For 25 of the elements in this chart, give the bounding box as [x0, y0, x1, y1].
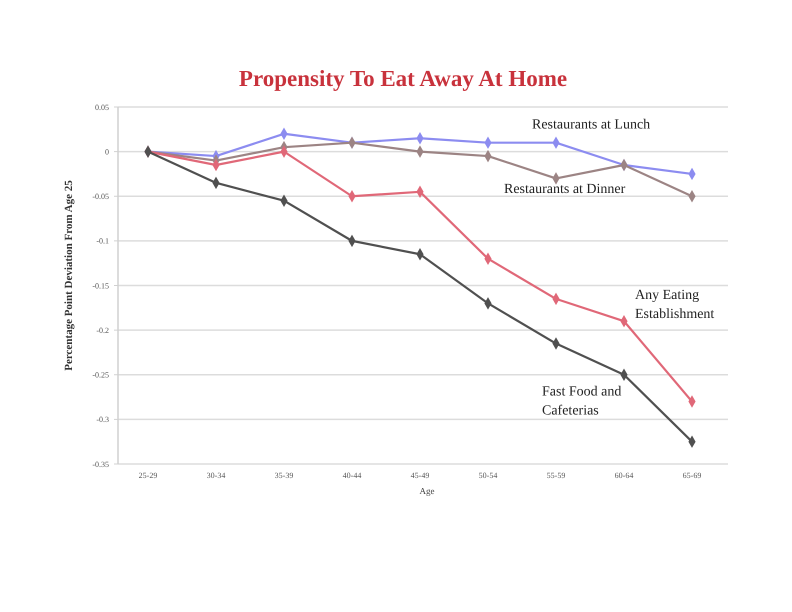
series-label: Restaurants at Dinner [504, 182, 626, 198]
y-tick-label: -0.15 [92, 281, 109, 290]
x-tick-label: 60-64 [614, 470, 634, 480]
chart-title: Propensity To Eat Away At Home [238, 66, 568, 91]
x-tick-label: 50-54 [478, 470, 498, 480]
x-tick-label: 30-34 [206, 470, 226, 480]
x-tick-label: 55-59 [546, 470, 566, 480]
series-label: Fast Food and Cafeterias [542, 384, 622, 419]
x-tick-label: 40-44 [342, 470, 362, 480]
y-tick-label: 0 [105, 147, 109, 156]
x-tick-label: 35-39 [274, 470, 294, 480]
y-tick-label: -0.1 [96, 236, 109, 246]
x-axis-title: Age [420, 486, 434, 496]
x-tick-label: 45-49 [410, 470, 430, 480]
series-label: Any Eating Establishment [635, 288, 714, 322]
y-tick-label: -0.3 [96, 415, 109, 424]
x-tick-label: 25-29 [138, 470, 158, 480]
y-tick-label: -0.2 [96, 326, 109, 335]
y-tick-label: 0.05 [95, 102, 109, 112]
y-tick-label: -0.25 [92, 370, 109, 380]
series-label: Restaurants at Lunch [532, 118, 650, 133]
y-tick-label: -0.35 [92, 460, 109, 469]
x-tick-label: 65-69 [682, 470, 702, 480]
y-tick-label: -0.05 [92, 192, 109, 202]
y-axis-title: Percentage Point Deviation From Age 25 [63, 180, 75, 371]
